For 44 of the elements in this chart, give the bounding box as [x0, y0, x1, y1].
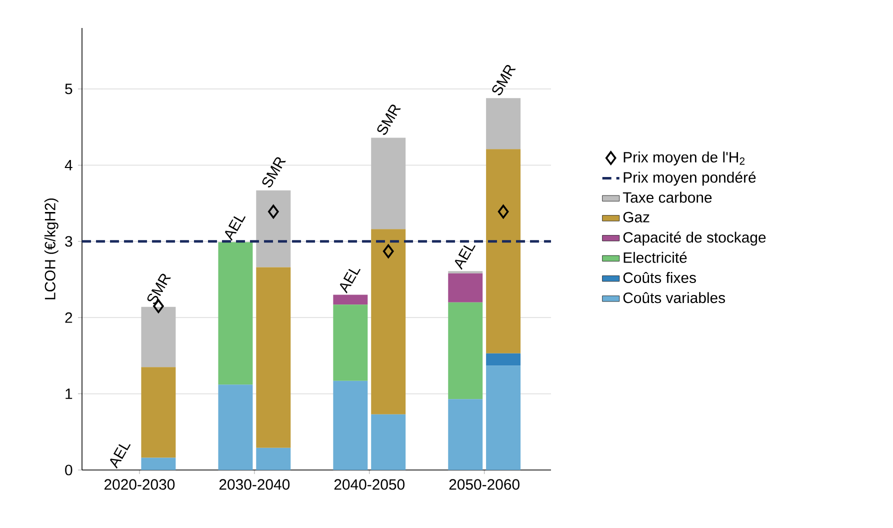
text: 2030-2040 [219, 479, 290, 490]
text: 2050-2060 [449, 479, 520, 490]
bar [486, 353, 521, 366]
legend-label: Coûts fixes [623, 272, 696, 284]
legend-label: Taxe carbone [622, 192, 712, 203]
y-tick-label: 1 [66, 388, 72, 399]
text: 2020-2030 [104, 479, 175, 490]
y-tick-label: 2 [65, 312, 72, 323]
text: 2040-2050 [334, 479, 405, 490]
bar [448, 302, 483, 400]
y-tick-label: 4 [64, 160, 72, 170]
x-tick-label: AEL [224, 216, 246, 241]
legend-label: Capacité de stockage [623, 232, 766, 246]
legend-label: Gaz [623, 212, 650, 222]
bar [333, 304, 368, 381]
bar [256, 267, 291, 448]
y-tick-label: 3 [65, 236, 72, 247]
point [498, 204, 509, 219]
bar [333, 294, 368, 305]
bar [486, 366, 521, 470]
bar [141, 458, 176, 470]
x-tick-label: AEL [110, 444, 131, 469]
bar [256, 190, 291, 268]
x-tick-label: AEL [340, 268, 361, 294]
point [268, 204, 279, 219]
bar [141, 306, 176, 368]
y-axis-title: LCOH (€/kgH2) [44, 198, 58, 300]
bar [218, 242, 253, 385]
y-tick-label: 5 [65, 84, 72, 94]
bar [371, 138, 406, 230]
point [382, 244, 394, 258]
legend-label: Prix moyen de l'H$_{2}$ [624, 152, 745, 166]
bar [486, 149, 521, 354]
bar [371, 229, 406, 414]
y-tick-label: 0 [65, 464, 72, 476]
bar [448, 273, 483, 302]
legend-label: Electricité [624, 252, 687, 263]
legend-label: Coûts variables [623, 292, 726, 304]
bar [141, 367, 176, 458]
x-tick-label: AEL [454, 245, 476, 270]
bar [486, 98, 521, 150]
bar [371, 414, 406, 470]
legend-label: Prix moyen pondéré [624, 172, 756, 186]
bar [256, 448, 291, 470]
